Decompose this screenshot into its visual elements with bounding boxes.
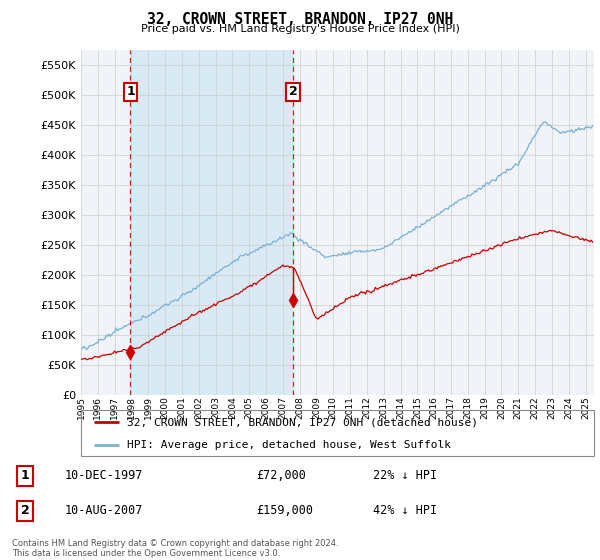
Text: £72,000: £72,000 [256, 469, 307, 482]
Text: HPI: Average price, detached house, West Suffolk: HPI: Average price, detached house, West… [127, 440, 451, 450]
Text: Price paid vs. HM Land Registry's House Price Index (HPI): Price paid vs. HM Land Registry's House … [140, 24, 460, 34]
Text: 32, CROWN STREET, BRANDON, IP27 0NH: 32, CROWN STREET, BRANDON, IP27 0NH [147, 12, 453, 27]
Text: Contains HM Land Registry data © Crown copyright and database right 2024.
This d: Contains HM Land Registry data © Crown c… [12, 539, 338, 558]
Text: 10-DEC-1997: 10-DEC-1997 [64, 469, 143, 482]
Text: 2: 2 [289, 85, 298, 98]
Text: 1: 1 [126, 85, 135, 98]
Text: 22% ↓ HPI: 22% ↓ HPI [373, 469, 437, 482]
Text: 10-AUG-2007: 10-AUG-2007 [64, 504, 143, 517]
Text: 1: 1 [21, 469, 29, 482]
Text: 32, CROWN STREET, BRANDON, IP27 0NH (detached house): 32, CROWN STREET, BRANDON, IP27 0NH (det… [127, 417, 478, 427]
Text: 42% ↓ HPI: 42% ↓ HPI [373, 504, 437, 517]
Text: £159,000: £159,000 [256, 504, 313, 517]
Text: 2: 2 [21, 504, 29, 517]
Bar [130, 50, 293, 395]
